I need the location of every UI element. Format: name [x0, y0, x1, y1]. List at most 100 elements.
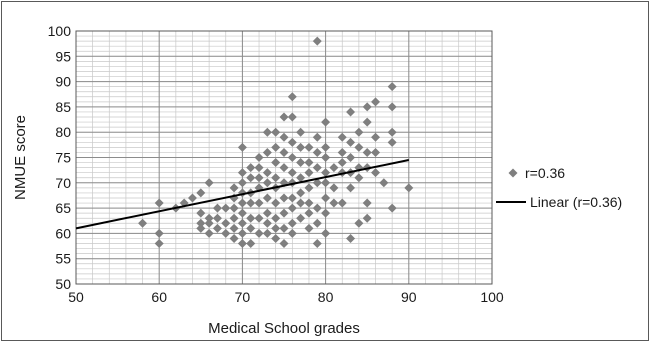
x-tick-label: 60: [151, 289, 167, 305]
data-point: [246, 173, 256, 183]
data-point: [237, 142, 247, 152]
data-point: [287, 137, 297, 147]
data-point: [287, 203, 297, 213]
data-point: [337, 147, 347, 157]
legend-marker-diamond: [508, 168, 518, 178]
data-point: [296, 198, 306, 208]
data-point: [262, 178, 272, 188]
data-point: [237, 178, 247, 188]
data-point: [329, 183, 339, 193]
data-point: [287, 153, 297, 162]
data-point: [221, 218, 231, 228]
data-point: [346, 233, 356, 243]
data-point: [279, 147, 289, 157]
data-point: [287, 228, 297, 238]
data-point: [346, 153, 356, 162]
y-tick-label: 75: [55, 150, 71, 166]
data-point: [262, 127, 272, 137]
data-point: [246, 213, 256, 223]
trendline: [75, 159, 410, 230]
data-point: [337, 158, 347, 168]
data-point: [204, 218, 214, 228]
x-tick-label: 50: [68, 289, 84, 305]
data-point: [362, 147, 372, 157]
data-point: [254, 173, 264, 183]
data-point: [312, 203, 322, 213]
data-point: [287, 168, 297, 178]
y-tick-label: 95: [55, 48, 71, 64]
y-tick-label: 70: [55, 175, 71, 191]
data-point: [221, 203, 231, 213]
data-point: [371, 97, 381, 107]
data-point: [312, 239, 322, 249]
data-point: [346, 183, 356, 193]
x-tick-label: 80: [318, 289, 334, 305]
x-tick-label: 100: [480, 289, 504, 305]
x-axis-tick-labels: 50 60 70 80 90 100: [68, 289, 504, 305]
data-point: [271, 223, 281, 233]
data-point: [387, 203, 397, 213]
data-point: [237, 239, 247, 249]
data-point: [237, 218, 247, 228]
data-point: [287, 112, 297, 122]
data-point: [312, 147, 322, 157]
x-tick-label: 90: [401, 289, 417, 305]
data-point: [387, 102, 397, 112]
data-point: [254, 163, 264, 173]
data-point: [196, 218, 206, 228]
data-point: [362, 198, 372, 208]
data-point: [229, 203, 239, 213]
data-point: [246, 198, 256, 208]
data-point: [187, 193, 197, 203]
data-point: [287, 218, 297, 228]
data-point: [262, 228, 272, 238]
data-point: [279, 208, 289, 218]
data-point: [321, 193, 331, 203]
data-point: [296, 213, 306, 223]
data-point: [404, 183, 414, 193]
data-point: [296, 142, 306, 152]
data-point: [246, 163, 256, 173]
data-point: [296, 188, 306, 198]
scatter-chart: 50 55 60 65 70 75 80 85 90 95 100 50 60 70 80 90 100 Me…: [12, 23, 622, 337]
y-tick-label: 65: [55, 200, 71, 216]
data-point: [387, 137, 397, 147]
y-tick-label: 100: [48, 23, 72, 39]
data-point: [204, 228, 214, 238]
legend: r=0.36 Linear (r=0.36): [496, 165, 622, 210]
data-point: [321, 178, 331, 188]
data-point: [271, 127, 281, 137]
data-point: [246, 223, 256, 233]
data-point: [271, 233, 281, 243]
data-point: [212, 223, 222, 233]
data-point: [362, 213, 372, 223]
data-point: [279, 239, 289, 249]
data-point: [254, 228, 264, 238]
data-point: [371, 168, 381, 178]
data-point: [321, 117, 331, 127]
data-point: [271, 198, 281, 208]
legend-trendline-label: Linear (r=0.36): [530, 194, 622, 210]
data-point: [362, 117, 372, 127]
data-point: [354, 218, 364, 228]
data-point: [304, 158, 314, 168]
data-point: [279, 132, 289, 142]
data-point: [387, 127, 397, 137]
data-point: [237, 228, 247, 238]
data-point: [346, 137, 356, 147]
data-point: [262, 168, 272, 178]
data-point: [354, 127, 364, 137]
data-point: [204, 178, 214, 188]
data-point: [287, 193, 297, 203]
data-point: [237, 198, 247, 208]
data-point: [221, 228, 231, 238]
data-point: [379, 178, 389, 188]
data-point: [337, 198, 347, 208]
y-axis-title: NMUE score: [12, 115, 29, 200]
data-point: [296, 158, 306, 168]
data-point: [304, 142, 314, 152]
data-point: [262, 147, 272, 157]
data-point: [329, 163, 339, 173]
data-point: [212, 213, 222, 223]
